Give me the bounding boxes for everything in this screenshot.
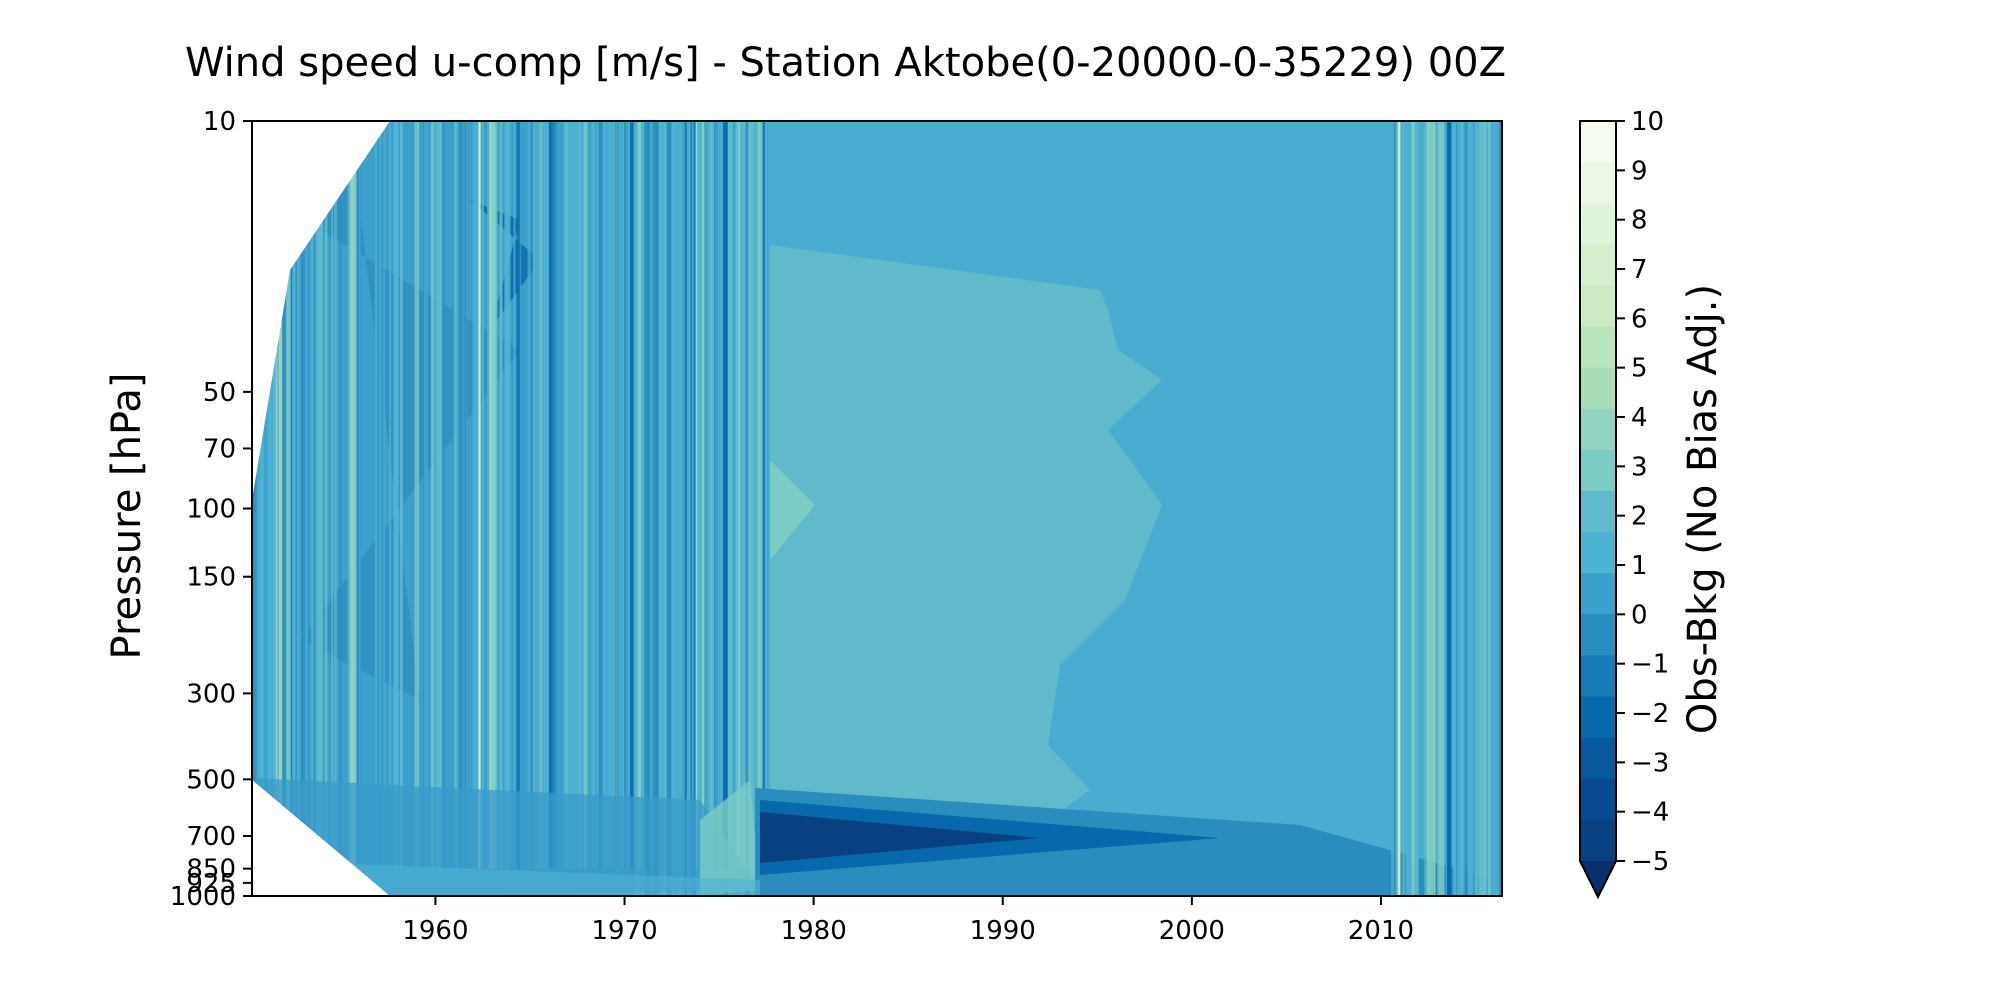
colorbar-tick-label: −3 <box>1631 748 1669 778</box>
colorbar-segment <box>1580 778 1616 821</box>
colorbar-segment <box>1580 449 1616 492</box>
y-tick-label: 70 <box>203 434 236 464</box>
colorbar-segment <box>1580 573 1616 615</box>
colorbar-tick-label: 4 <box>1631 403 1648 433</box>
y-tick-label: 1000 <box>170 882 236 912</box>
x-tick-label: 1990 <box>970 916 1036 946</box>
positive-anomaly-region <box>770 245 1162 810</box>
colorbar-tick-label: 9 <box>1631 156 1648 186</box>
plot-area <box>252 121 1502 896</box>
colorbar-extend-arrow <box>1580 861 1616 897</box>
streak-region-recent <box>1391 121 1502 896</box>
x-tick-label: 1980 <box>781 916 847 946</box>
x-tick-label: 2000 <box>1159 916 1225 946</box>
colorbar-segment <box>1580 326 1616 369</box>
colorbar-tick-label: 0 <box>1631 600 1648 630</box>
colorbar-tick-label: 7 <box>1631 255 1648 285</box>
y-tick-label: 500 <box>186 765 236 795</box>
colorbar-tick-label: −2 <box>1631 699 1669 729</box>
x-tick-label: 1960 <box>402 916 468 946</box>
colorbar-segment <box>1580 162 1616 204</box>
y-tick-label: 50 <box>203 378 236 408</box>
colorbar-segment <box>1580 408 1616 451</box>
y-tick-label: 10 <box>203 107 236 137</box>
colorbar-tick-label: 5 <box>1631 354 1648 384</box>
negative-anomaly-wedge <box>252 788 1490 896</box>
colorbar-tick-label: −1 <box>1631 650 1669 680</box>
colorbar-segment <box>1580 737 1616 780</box>
x-tick-label: 1970 <box>591 916 657 946</box>
colorbar-tick-label: 1 <box>1631 551 1648 581</box>
colorbar-segment <box>1580 655 1616 698</box>
x-tick-label: 2010 <box>1348 916 1414 946</box>
streak-region-early <box>252 121 767 896</box>
colorbar-tick-label: −5 <box>1631 847 1669 877</box>
y-tick-label: 150 <box>186 563 236 593</box>
colorbar-segment <box>1580 614 1616 656</box>
colorbar-tick-label: −4 <box>1631 798 1669 828</box>
colorbar-segment <box>1580 819 1616 862</box>
colorbar-tick-label: 2 <box>1631 502 1648 532</box>
colorbar-segment <box>1580 367 1616 410</box>
colorbar-segment <box>1580 696 1616 739</box>
x-axis: 1960 1970 1980 1990 2000 2010 <box>402 896 1414 946</box>
no-data-upper-left <box>252 121 390 500</box>
colorbar-segment <box>1580 203 1616 245</box>
y-tick-label: 850 <box>186 855 236 885</box>
colorbar-tick-label: 6 <box>1631 304 1648 334</box>
chart-title: Wind speed u-comp [m/s] - Station Aktobe… <box>185 40 1506 86</box>
no-data-lower-left <box>252 780 390 896</box>
colorbar-tick-label: 8 <box>1631 206 1648 236</box>
y-tick-label: 700 <box>186 822 236 852</box>
colorbar-segment <box>1580 121 1616 163</box>
colorbar-tick-label: 10 <box>1631 107 1664 137</box>
colorbar-segment <box>1580 532 1616 574</box>
colorbar-segment <box>1580 491 1616 533</box>
y-tick-label: 300 <box>186 679 236 709</box>
colorbar-frame <box>1579 120 1617 900</box>
colorbar-segment <box>1580 244 1616 286</box>
colorbar-tick-label: 3 <box>1631 452 1648 482</box>
y-tick-label: 100 <box>186 495 236 525</box>
y-tick-label: 925 <box>186 869 236 899</box>
colorbar-segment <box>1580 285 1616 328</box>
positive-anomaly-core <box>770 460 815 560</box>
